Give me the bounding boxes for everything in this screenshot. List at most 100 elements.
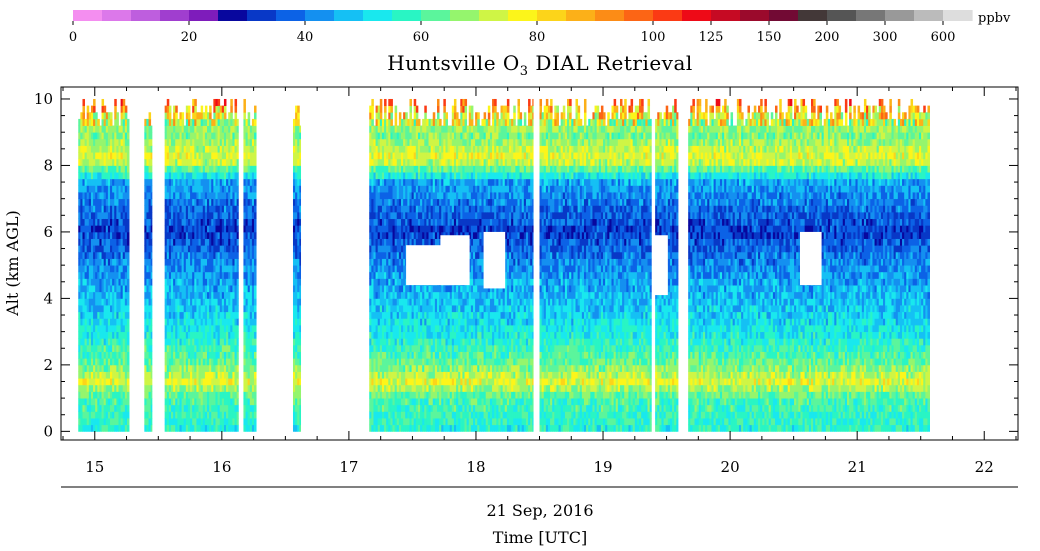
heatmap-cell — [247, 118, 251, 126]
heatmap-cell — [168, 398, 172, 406]
heatmap-cell — [413, 364, 417, 372]
heatmap-cell — [88, 291, 92, 299]
heatmap-cell — [146, 331, 149, 339]
heatmap-cell — [234, 378, 238, 386]
heatmap-cell — [120, 132, 124, 140]
heatmap-cell — [420, 398, 423, 406]
heatmap-cell — [168, 172, 172, 180]
heatmap-cell — [245, 391, 249, 399]
heatmap-cell — [228, 238, 231, 246]
heatmap-cell — [209, 418, 212, 426]
heatmap-cell — [78, 225, 81, 233]
heatmap-cell — [243, 391, 246, 399]
heatmap-cell — [183, 245, 187, 253]
heatmap-cell — [405, 344, 408, 352]
heatmap-cell — [179, 145, 182, 153]
heatmap-cell — [392, 132, 396, 140]
heatmap-cell — [150, 218, 153, 226]
heatmap-cell — [185, 132, 189, 140]
heatmap-cell — [409, 205, 412, 213]
heatmap-cell — [398, 245, 402, 253]
heatmap-cell — [411, 351, 415, 359]
heatmap-cell — [373, 311, 376, 319]
heatmap-cell — [394, 358, 398, 366]
heatmap-cell — [173, 251, 176, 259]
heatmap-cell — [422, 378, 425, 386]
heatmap-cell — [194, 125, 197, 133]
heatmap-cell — [386, 384, 389, 392]
heatmap-cell — [101, 178, 105, 186]
heatmap-cell — [236, 225, 239, 233]
heatmap-cell — [173, 318, 176, 326]
heatmap-cell — [377, 278, 381, 286]
heatmap-cell — [371, 324, 374, 333]
heatmap-cell — [122, 132, 126, 140]
heatmap-cell — [97, 218, 100, 226]
heatmap-cell — [371, 118, 374, 126]
heatmap-cell — [84, 145, 88, 153]
heatmap-cell — [179, 324, 182, 333]
heatmap-cell — [185, 251, 189, 259]
heatmap-cell — [417, 305, 421, 313]
heatmap-cell — [375, 245, 379, 253]
heatmap-cell — [173, 118, 176, 126]
heatmap-cell — [223, 291, 227, 299]
heatmap-cell — [230, 278, 233, 286]
heatmap-cell — [211, 311, 214, 319]
heatmap-cell — [168, 112, 172, 120]
heatmap-cell — [409, 358, 412, 366]
heatmap-cell — [409, 98, 412, 107]
heatmap-cell — [207, 251, 210, 259]
heatmap-cell — [379, 172, 383, 180]
heatmap-cell — [97, 158, 100, 166]
heatmap-cell — [118, 265, 122, 273]
heatmap-cell — [254, 311, 257, 319]
heatmap-cell — [112, 211, 115, 220]
heatmap-cell — [403, 112, 406, 120]
heatmap-cell — [146, 125, 149, 133]
heatmap-cell — [194, 384, 197, 392]
heatmap-cell — [223, 391, 227, 399]
heatmap-cell — [228, 118, 231, 126]
heatmap-cell — [173, 378, 176, 386]
heatmap-cell — [369, 238, 372, 246]
heatmap-cell — [107, 251, 111, 259]
heatmap-cell — [426, 125, 429, 133]
heatmap-cell — [116, 318, 119, 326]
heatmap-cell — [183, 331, 187, 339]
heatmap-cell — [209, 351, 212, 359]
heatmap-cell — [377, 231, 381, 239]
heatmap-cell — [194, 364, 197, 372]
heatmap-cell — [190, 271, 193, 279]
heatmap-cell — [187, 364, 191, 372]
heatmap-cell — [247, 238, 251, 246]
heatmap-cell — [217, 238, 221, 246]
heatmap-cell — [377, 225, 381, 233]
heatmap-cell — [120, 285, 124, 293]
heatmap-cell — [236, 271, 239, 279]
heatmap-cell — [381, 265, 385, 273]
heatmap-cell — [99, 152, 102, 160]
heatmap-cell — [388, 225, 391, 233]
heatmap-cell — [215, 404, 218, 412]
heatmap-cell — [114, 351, 117, 359]
heatmap-cell — [101, 138, 105, 146]
heatmap-cell — [254, 138, 257, 146]
heatmap-cell — [373, 132, 376, 140]
heatmap-cell — [164, 192, 168, 200]
heatmap-cell — [198, 145, 202, 153]
heatmap-cell — [107, 132, 111, 140]
heatmap-cell — [234, 132, 238, 140]
heatmap-cell — [194, 265, 197, 273]
heatmap-cell — [401, 311, 404, 319]
heatmap-cell — [420, 324, 423, 333]
heatmap-cell — [428, 218, 432, 226]
heatmap-cell — [183, 311, 187, 319]
heatmap-cell — [124, 178, 128, 186]
heatmap-cell — [204, 378, 208, 386]
heatmap-cell — [403, 338, 406, 346]
heatmap-cell — [148, 138, 152, 146]
heatmap-cell — [249, 205, 253, 213]
heatmap-cell — [171, 218, 174, 226]
heatmap-cell — [381, 391, 385, 399]
